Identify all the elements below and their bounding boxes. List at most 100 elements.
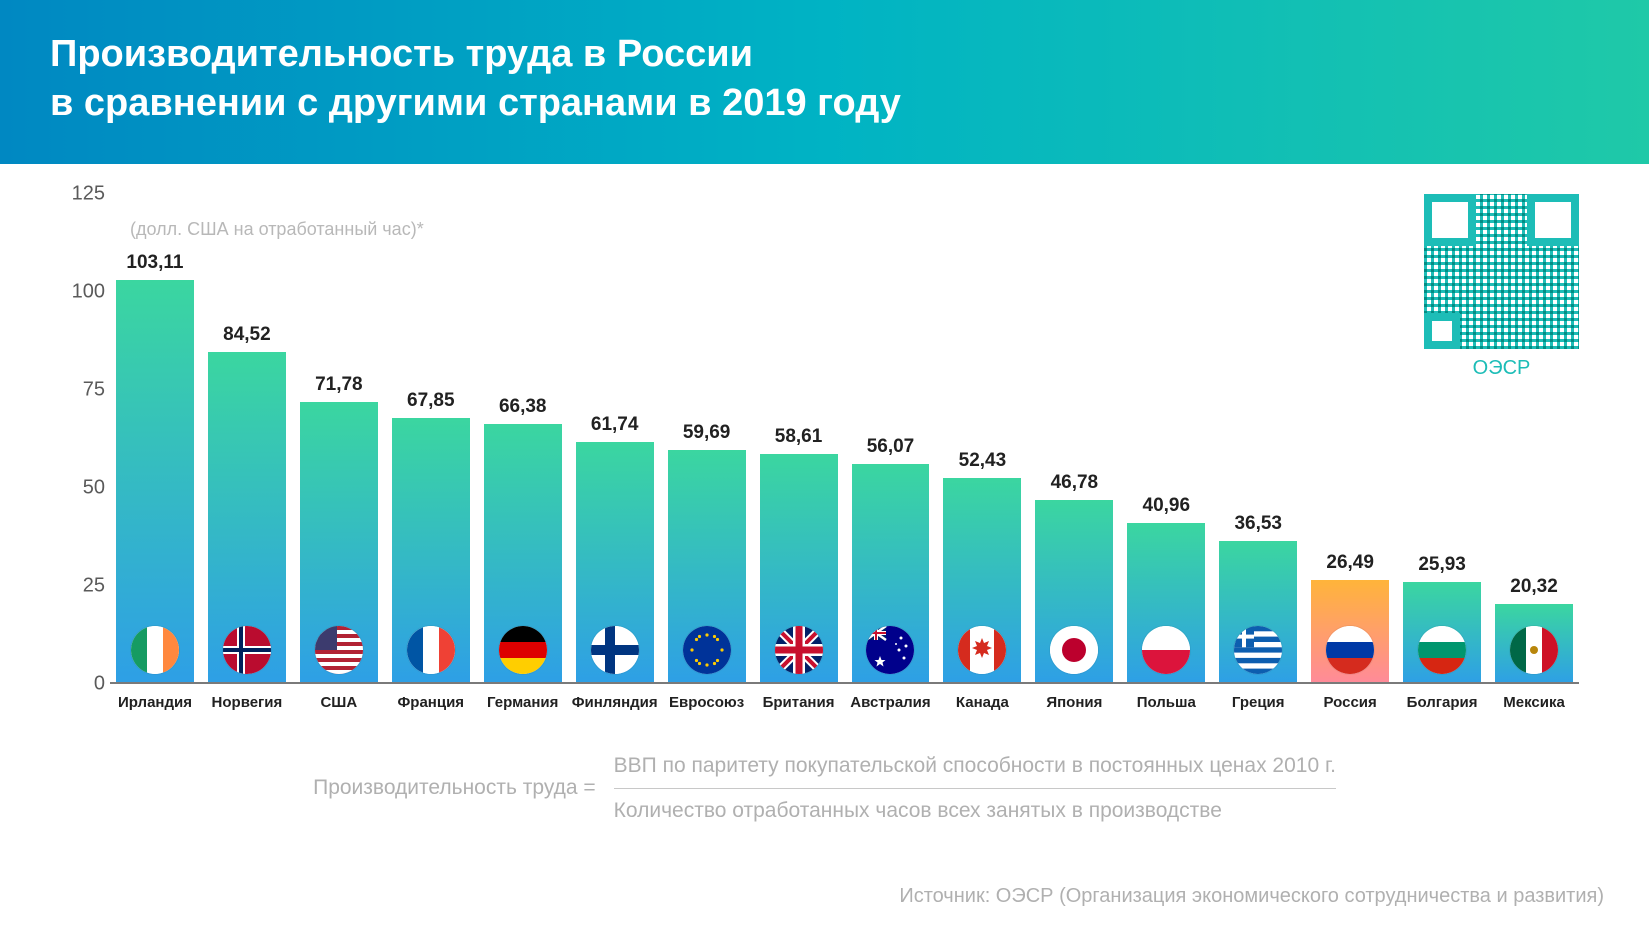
flag-icon bbox=[958, 626, 1006, 674]
bar-category-label: Греция bbox=[1232, 694, 1285, 711]
bar bbox=[1403, 582, 1481, 684]
bar-column: 61,74Финляндия bbox=[576, 414, 654, 684]
bar-category-label: Норвегия bbox=[212, 694, 283, 711]
bar-chart: 0255075100125 103,11Ирландия84,52Норвеги… bbox=[110, 194, 1579, 684]
bar bbox=[1311, 580, 1389, 684]
flag-icon bbox=[407, 626, 455, 674]
bar bbox=[116, 280, 194, 684]
bar bbox=[576, 442, 654, 684]
bar-column: 52,43Канада bbox=[943, 450, 1021, 684]
bar-category-label: Евросоюз bbox=[669, 694, 744, 711]
bar-column: 40,96Польша bbox=[1127, 495, 1205, 684]
bar-value-label: 58,61 bbox=[775, 426, 823, 448]
bar-category-label: Польша bbox=[1137, 694, 1196, 711]
bar-category-label: Финляндия bbox=[572, 694, 658, 711]
flag-icon bbox=[131, 626, 179, 674]
flag-icon bbox=[1142, 626, 1190, 674]
y-tick: 125 bbox=[55, 182, 105, 205]
bar-column: 26,49Россия bbox=[1311, 552, 1389, 684]
header-banner: Производительность труда в России в срав… bbox=[0, 0, 1649, 164]
bar-category-label: Канада bbox=[956, 694, 1009, 711]
bar-category-label: Австралия bbox=[850, 694, 930, 711]
bar-value-label: 36,53 bbox=[1234, 513, 1282, 535]
bar-category-label: Болгария bbox=[1407, 694, 1478, 711]
page-title: Производительность труда в России в срав… bbox=[50, 30, 1599, 129]
bar-category-label: США bbox=[320, 694, 357, 711]
flag-icon bbox=[1234, 626, 1282, 674]
y-tick: 100 bbox=[55, 280, 105, 303]
bar-value-label: 61,74 bbox=[591, 414, 639, 436]
bar-column: 36,53Греция bbox=[1219, 513, 1297, 684]
flag-icon bbox=[1326, 626, 1374, 674]
bar bbox=[1127, 523, 1205, 684]
formula-denominator: Количество отработанных часов всех занят… bbox=[614, 799, 1222, 823]
flag-icon bbox=[499, 626, 547, 674]
bar bbox=[208, 352, 286, 683]
bar-category-label: Россия bbox=[1324, 694, 1377, 711]
bar-value-label: 84,52 bbox=[223, 324, 271, 346]
flag-icon bbox=[315, 626, 363, 674]
bar-category-label: Мексика bbox=[1503, 694, 1565, 711]
chart-area: (долл. США на отработанный час)* ОЭСР 02… bbox=[0, 164, 1649, 823]
bar-value-label: 59,69 bbox=[683, 422, 731, 444]
formula-lhs: Производительность труда = bbox=[313, 776, 596, 800]
y-axis: 0255075100125 bbox=[55, 194, 105, 684]
bar-column: 58,61Британия bbox=[760, 426, 838, 684]
bar-column: 71,78США bbox=[300, 374, 378, 683]
y-tick: 25 bbox=[55, 574, 105, 597]
bar-value-label: 46,78 bbox=[1051, 472, 1099, 494]
y-tick: 50 bbox=[55, 476, 105, 499]
title-line-1: Производительность труда в России bbox=[50, 33, 753, 75]
bar-value-label: 20,32 bbox=[1510, 576, 1558, 598]
title-line-2: в сравнении с другими странами в 2019 го… bbox=[50, 82, 901, 124]
bar-column: 56,07Австралия bbox=[852, 436, 930, 684]
flag-icon bbox=[1050, 626, 1098, 674]
bar-value-label: 103,11 bbox=[126, 252, 183, 274]
flag-icon bbox=[223, 626, 271, 674]
bar-value-label: 71,78 bbox=[315, 374, 363, 396]
flag-icon bbox=[866, 626, 914, 674]
bar-category-label: Япония bbox=[1046, 694, 1102, 711]
y-tick: 75 bbox=[55, 378, 105, 401]
bar-value-label: 25,93 bbox=[1418, 554, 1466, 576]
bars-container: 103,11Ирландия84,52Норвегия71,78США67,85… bbox=[110, 194, 1579, 684]
bar-column: 67,85Франция bbox=[392, 390, 470, 684]
flag-icon bbox=[591, 626, 639, 674]
bar bbox=[1035, 500, 1113, 683]
x-axis-baseline bbox=[110, 682, 1579, 684]
bar-column: 66,38Германия bbox=[484, 396, 562, 684]
source-text: Источник: ОЭСР (Организация экономическо… bbox=[899, 885, 1604, 908]
bar-column: 20,32Мексика bbox=[1495, 576, 1573, 684]
bar-category-label: Германия bbox=[487, 694, 558, 711]
flag-icon bbox=[1418, 626, 1466, 674]
bar-column: 84,52Норвегия bbox=[208, 324, 286, 683]
bar-category-label: Британия bbox=[763, 694, 835, 711]
bar-category-label: Ирландия bbox=[118, 694, 192, 711]
bar-column: 103,11Ирландия bbox=[116, 252, 194, 684]
flag-icon bbox=[775, 626, 823, 674]
bar-value-label: 66,38 bbox=[499, 396, 547, 418]
flag-icon bbox=[1510, 626, 1558, 674]
bar-value-label: 56,07 bbox=[867, 436, 915, 458]
bar bbox=[300, 402, 378, 683]
bar-column: 25,93Болгария bbox=[1403, 554, 1481, 684]
bar bbox=[852, 464, 930, 684]
bar-column: 46,78Япония bbox=[1035, 472, 1113, 683]
bar bbox=[1495, 604, 1573, 684]
bar-value-label: 40,96 bbox=[1143, 495, 1191, 517]
bar bbox=[668, 450, 746, 684]
bar-column: 59,69Евросоюз bbox=[668, 422, 746, 684]
formula-numerator: ВВП по паритету покупательской способнос… bbox=[614, 754, 1336, 778]
bar bbox=[943, 478, 1021, 684]
y-tick: 0 bbox=[55, 672, 105, 695]
flag-icon bbox=[683, 626, 731, 674]
bar-value-label: 67,85 bbox=[407, 390, 455, 412]
formula-fraction: ВВП по паритету покупательской способнос… bbox=[614, 754, 1336, 823]
bar bbox=[392, 418, 470, 684]
bar-value-label: 26,49 bbox=[1326, 552, 1374, 574]
bar-value-label: 52,43 bbox=[959, 450, 1007, 472]
formula-divider bbox=[614, 788, 1336, 789]
bar bbox=[484, 424, 562, 684]
formula: Производительность труда = ВВП по парите… bbox=[50, 754, 1599, 823]
bar bbox=[1219, 541, 1297, 684]
